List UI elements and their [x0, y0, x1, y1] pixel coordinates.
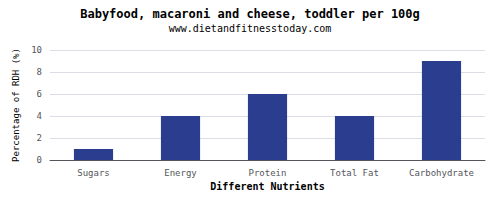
svg-text:Protein: Protein [249, 168, 287, 178]
svg-text:Percentage of RDH (%): Percentage of RDH (%) [11, 48, 21, 162]
svg-text:Different Nutrients: Different Nutrients [210, 181, 324, 192]
svg-text:www.dietandfitnesstoday.com: www.dietandfitnesstoday.com [169, 23, 332, 34]
svg-text:2: 2 [37, 133, 42, 143]
svg-text:10: 10 [31, 45, 42, 55]
svg-text:Sugars: Sugars [77, 168, 110, 178]
svg-text:Total Fat: Total Fat [330, 168, 379, 178]
svg-text:6: 6 [37, 89, 42, 99]
svg-text:4: 4 [37, 111, 42, 121]
svg-text:Energy: Energy [164, 168, 197, 178]
svg-text:Babyfood, macaroni and cheese,: Babyfood, macaroni and cheese, toddler p… [80, 7, 420, 21]
svg-text:0: 0 [37, 155, 42, 165]
svg-text:8: 8 [37, 67, 42, 77]
svg-text:Carbohydrate: Carbohydrate [409, 168, 474, 178]
